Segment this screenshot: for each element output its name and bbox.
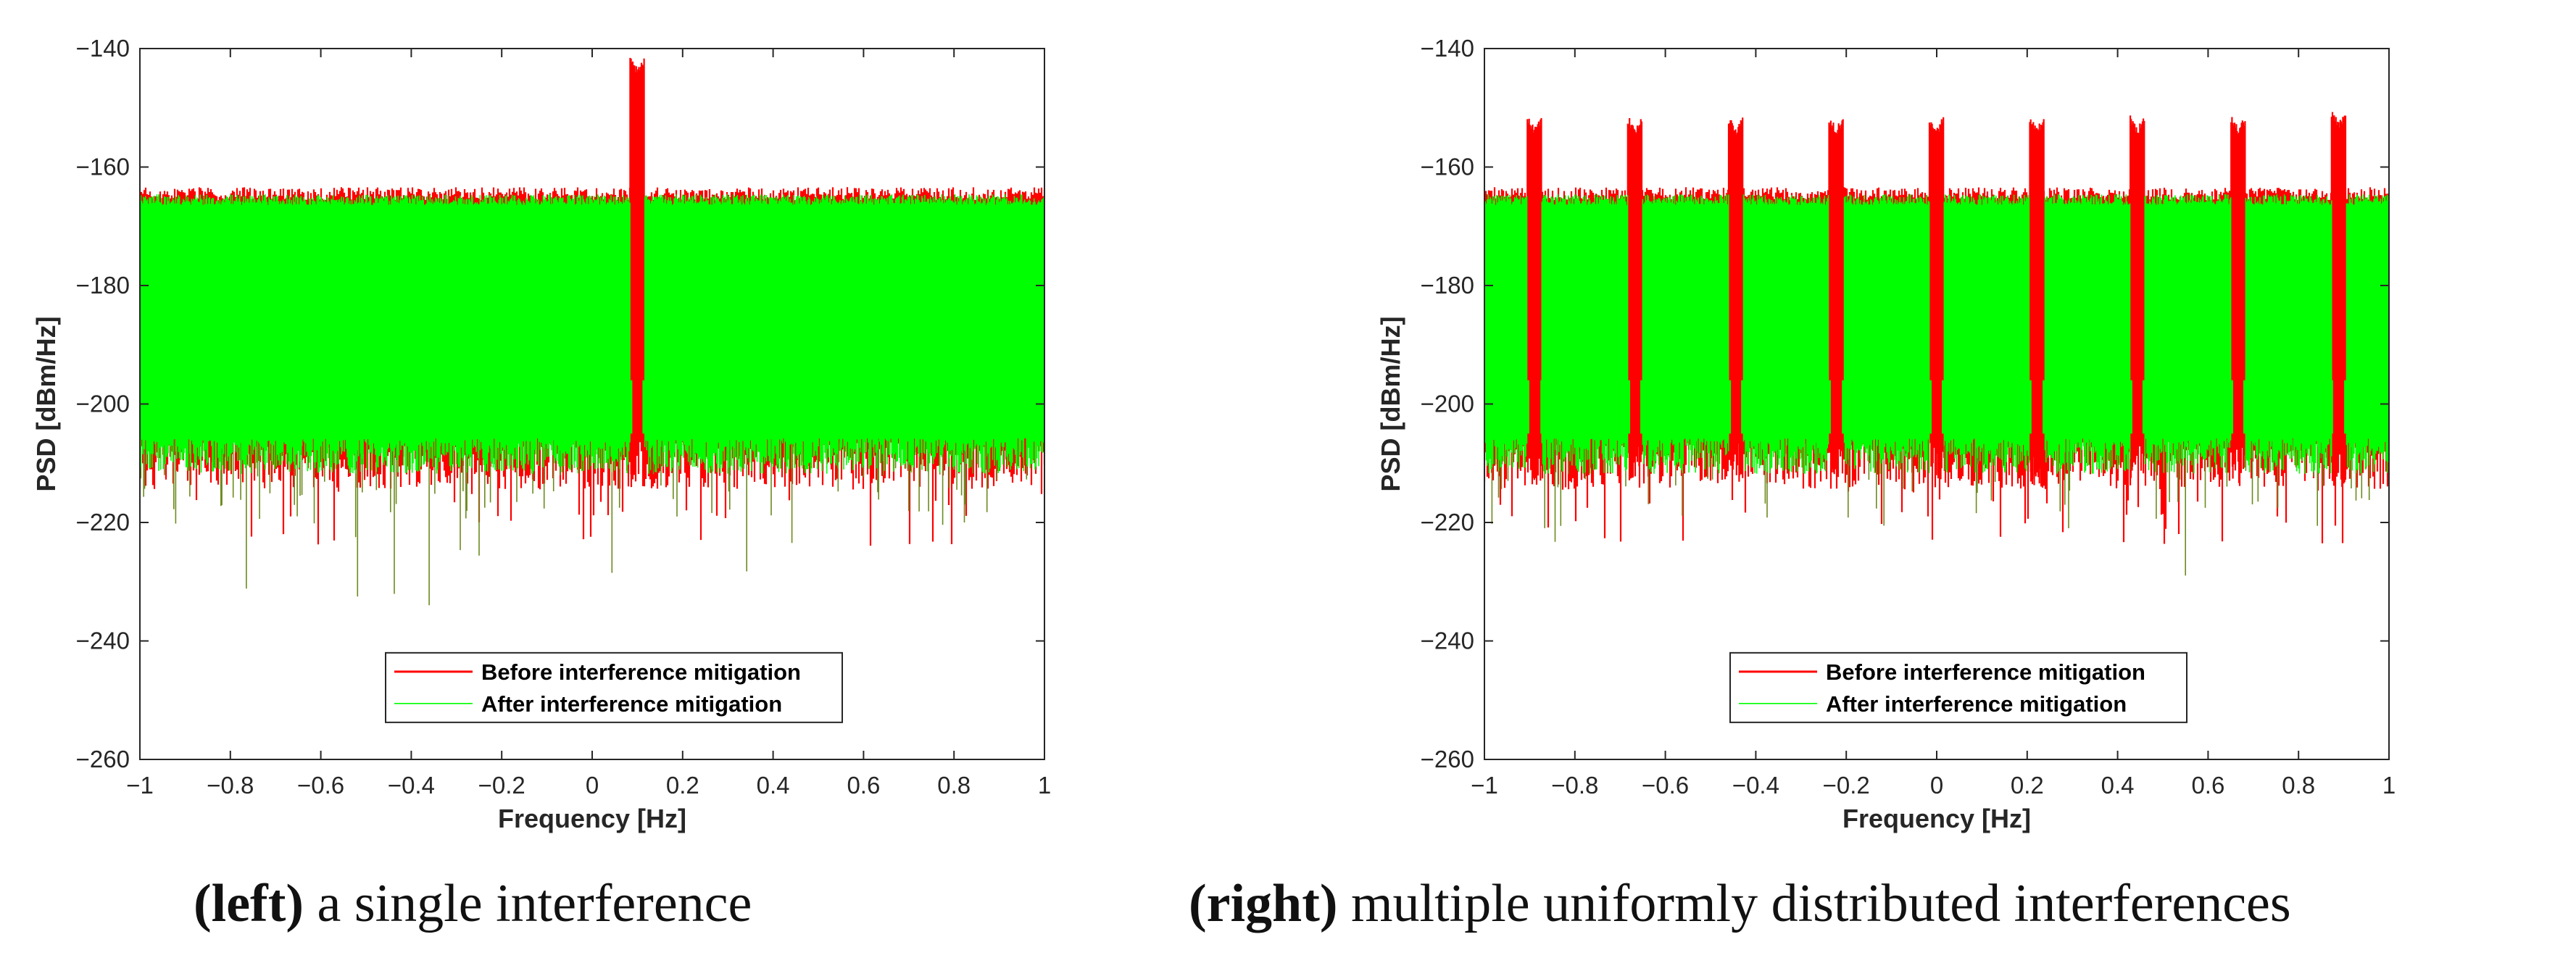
left-x-axis-title: Frequency [Hz] <box>498 804 686 833</box>
right-ytick-label: −160 <box>1421 154 1474 180</box>
right-xtick-label: −0.8 <box>1551 772 1598 799</box>
right-peak-7 <box>2230 117 2246 483</box>
right-caption-text: multiple uniformly distributed interfere… <box>1337 874 2291 933</box>
right-peak-0 <box>1526 118 1542 481</box>
right-ytick-label: −140 <box>1421 35 1474 62</box>
left-xtick-label: −0.8 <box>207 772 254 799</box>
right-xtick-label: 0.4 <box>2101 772 2135 799</box>
right-peak-5 <box>2029 119 2045 487</box>
left-xtick-label: −1 <box>126 772 154 799</box>
left-ytick-label: −240 <box>76 628 130 654</box>
left-legend-before-label: Before interference mitigation <box>481 659 801 685</box>
right-ytick-label: −240 <box>1421 628 1474 654</box>
left-y-axis-title: PSD [dBm/Hz] <box>31 317 61 492</box>
left-legend-after-label: After interference mitigation <box>481 691 782 717</box>
right-peak-3 <box>1828 119 1844 475</box>
right-xtick-label: −0.4 <box>1732 772 1779 799</box>
left-xtick-label: −0.4 <box>388 772 435 799</box>
left-xtick-label: 0.6 <box>847 772 880 799</box>
right-caption: (right) multiple uniformly distributed i… <box>1189 873 2291 935</box>
right-xtick-label: 0 <box>1930 772 1943 799</box>
right-legend: Before interference mitigation After int… <box>1729 651 2187 723</box>
left-xtick-label: −0.2 <box>478 772 525 799</box>
right-xtick-label: 0.2 <box>2011 772 2044 799</box>
right-plot-area <box>1484 112 2389 576</box>
right-legend-after-label: After interference mitigation <box>1826 691 2127 717</box>
right-xtick-label: −1 <box>1471 772 1498 799</box>
left-legend: Before interference mitigation After int… <box>385 651 843 723</box>
left-caption-text: a single interference <box>303 874 752 933</box>
left-ytick-label: −180 <box>76 272 130 299</box>
right-xtick-label: −0.2 <box>1823 772 1870 799</box>
left-psd-chart: Before interference mitigation After int… <box>31 35 1051 833</box>
right-ytick-label: −260 <box>1421 746 1474 772</box>
right-x-axis-title: Frequency [Hz] <box>1842 804 2031 833</box>
left-plot-area <box>140 57 1044 606</box>
left-ytick-label: −160 <box>76 154 130 180</box>
right-legend-before-label: Before interference mitigation <box>1826 659 2145 685</box>
left-series-after <box>140 194 1044 474</box>
right-caption-tag: (right) <box>1189 874 1338 933</box>
left-xtick-label: 0.2 <box>666 772 699 799</box>
left-xtick-label: 0 <box>586 772 599 799</box>
right-xtick-label: 0.8 <box>2282 772 2315 799</box>
right-y-axis-title: PSD [dBm/Hz] <box>1376 317 1405 492</box>
left-caption-tag: (left) <box>194 874 304 933</box>
left-ytick-label: −200 <box>76 391 130 417</box>
right-xtick-label: 0.6 <box>2191 772 2224 799</box>
right-xtick-label: 1 <box>2382 772 2396 799</box>
left-caption: (left) a single interference <box>194 873 752 935</box>
right-series-after <box>1484 194 2389 474</box>
right-legend-box <box>1729 651 2187 723</box>
right-ytick-label: −220 <box>1421 509 1474 536</box>
left-ytick-label: −140 <box>76 35 130 62</box>
right-ytick-label: −180 <box>1421 272 1474 299</box>
right-psd-chart: Before interference mitigation After int… <box>1376 35 2396 833</box>
left-ytick-label: −220 <box>76 509 130 536</box>
left-xtick-label: 0.8 <box>937 772 971 799</box>
left-ytick-label: −260 <box>76 746 130 772</box>
left-xtick-label: 1 <box>1038 772 1051 799</box>
right-ytick-label: −200 <box>1421 391 1474 417</box>
left-xtick-label: 0.4 <box>757 772 790 799</box>
right-xtick-label: −0.6 <box>1642 772 1689 799</box>
left-xtick-label: −0.6 <box>297 772 344 799</box>
left-legend-box <box>385 651 843 723</box>
